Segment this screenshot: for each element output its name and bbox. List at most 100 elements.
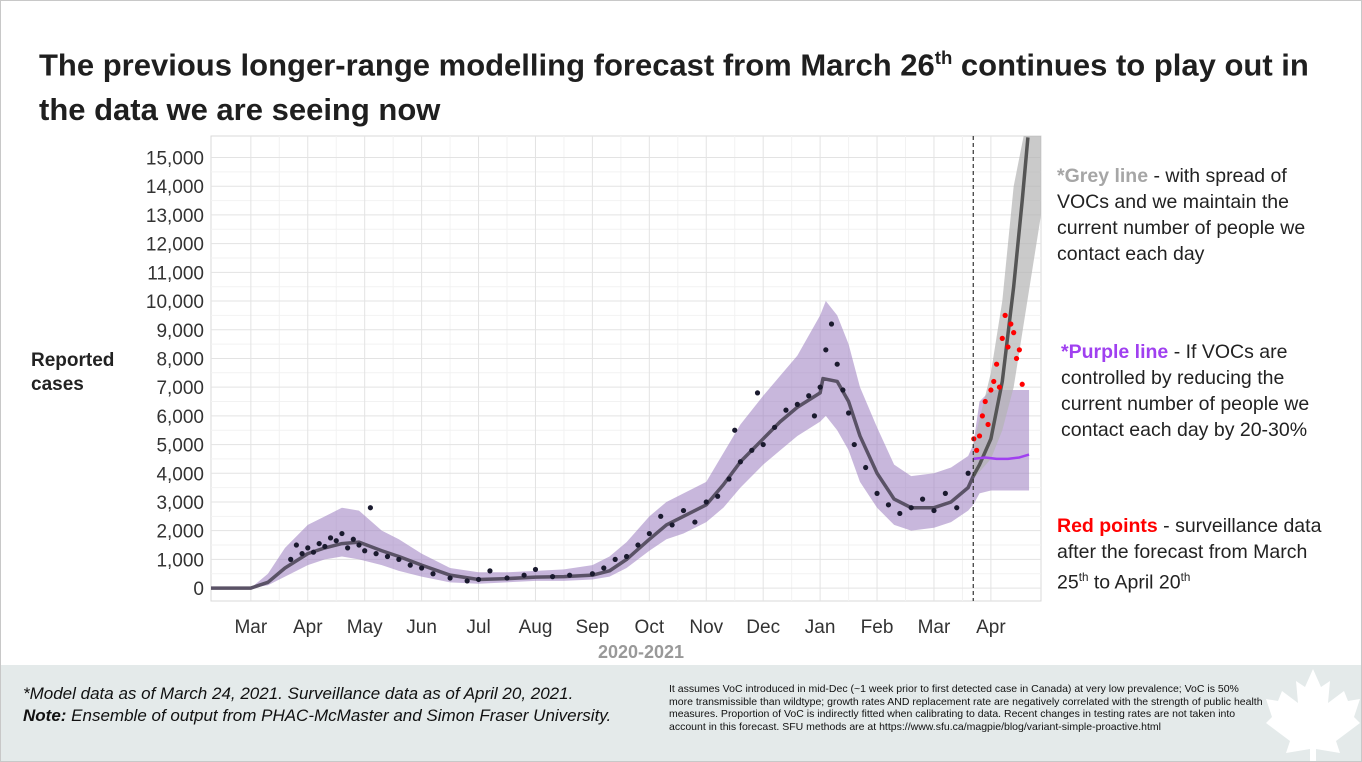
point	[692, 519, 698, 525]
point	[407, 562, 413, 568]
point	[362, 548, 368, 554]
point	[982, 398, 988, 405]
note-lead: Red points	[1057, 515, 1158, 537]
point	[305, 545, 311, 551]
point	[749, 447, 755, 453]
point	[976, 433, 983, 439]
point	[367, 505, 373, 511]
y-tick-label: 11,000	[147, 263, 204, 284]
point	[1005, 344, 1011, 350]
x-tick-label: Jan	[805, 617, 836, 638]
title-sup: th	[934, 47, 953, 68]
footer-text: *Model data as of March 24, 2021. Survei…	[23, 684, 574, 703]
title-text: The previous longer-range modelling fore…	[39, 47, 935, 83]
footer-mid: It assumes VoC introduced in mid-Dec (~1…	[669, 683, 1263, 733]
y-tick-label: 7,000	[156, 378, 204, 399]
point	[396, 556, 402, 562]
y-tick-label: 0	[193, 579, 204, 600]
x-axis-title: 2020-2021	[598, 642, 684, 662]
point	[612, 556, 618, 562]
note-text: - surveillance data after the forecast f…	[1057, 515, 1322, 594]
point	[373, 551, 379, 557]
y-tick-label: 8,000	[156, 349, 204, 370]
note-sup: th	[1078, 571, 1089, 584]
point	[419, 565, 425, 571]
x-tick-label: Mar	[234, 617, 267, 638]
y-tick-label: 13,000	[146, 206, 204, 227]
page-number: 10	[1313, 719, 1334, 740]
point	[999, 335, 1005, 341]
point	[1011, 330, 1017, 336]
point	[504, 575, 510, 581]
x-tick-label: Jul	[466, 617, 490, 638]
maple-leaf: 10	[1266, 669, 1360, 761]
point	[885, 502, 892, 508]
point	[783, 407, 789, 413]
point	[658, 513, 664, 519]
point	[954, 505, 960, 511]
point	[1019, 381, 1025, 387]
point	[993, 361, 1000, 367]
point	[737, 459, 744, 465]
line	[973, 453, 1030, 461]
point	[732, 427, 738, 433]
footer-left: *Model data as of March 24, 2021. Survei…	[23, 683, 663, 727]
point	[1002, 312, 1008, 318]
y-tick-label: 12,000	[146, 235, 204, 256]
y-tick-label: 4,000	[156, 464, 204, 485]
point	[979, 413, 985, 419]
note-lead: *Grey line	[1057, 165, 1149, 187]
point	[345, 545, 351, 551]
point	[288, 556, 294, 562]
x-tick-label: Oct	[635, 617, 665, 638]
point	[874, 490, 880, 496]
note: *Grey line - with spread of VOCs and we …	[1057, 163, 1327, 267]
point	[811, 413, 818, 419]
x-tick-label: Apr	[293, 617, 323, 638]
y-tick-label: 14,000	[146, 177, 204, 198]
point	[447, 575, 453, 581]
point	[754, 390, 761, 396]
point	[339, 530, 345, 537]
point	[680, 507, 687, 514]
point	[823, 347, 829, 353]
point	[771, 424, 778, 430]
line	[971, 137, 1030, 477]
point	[487, 568, 493, 574]
x-tick-label: Sep	[576, 617, 610, 638]
plot-layer	[211, 136, 1041, 590]
note-text: - If VOCs are controlled by reducing the…	[1061, 341, 1310, 441]
title-text: continues to play out in the data we are…	[39, 47, 1309, 128]
point	[549, 574, 556, 580]
x-tick-label: Nov	[689, 617, 723, 638]
point	[635, 542, 641, 548]
point	[863, 464, 869, 471]
y-tick-label: 1,000	[156, 550, 204, 571]
y-tick-label: 9,000	[156, 321, 204, 342]
point	[601, 565, 607, 571]
leaf-shape	[1266, 669, 1360, 761]
point	[567, 572, 573, 578]
note-text: - with spread of VOCs and we maintain th…	[1057, 165, 1306, 265]
point	[985, 421, 991, 428]
x-tick-label: Apr	[976, 617, 1006, 638]
y-axis-title: Reported cases	[31, 350, 115, 395]
point	[333, 538, 339, 544]
point	[316, 540, 322, 547]
point	[988, 387, 994, 393]
y-tick-label: 10,000	[146, 292, 204, 313]
note: *Purple line - If VOCs are controlled by…	[1061, 339, 1331, 443]
point	[1016, 347, 1022, 353]
point	[1013, 355, 1020, 362]
line	[211, 376, 975, 590]
note-sup: th	[1180, 571, 1191, 584]
y-tick-label: 3,000	[156, 493, 204, 514]
note-text: to April 20	[1088, 571, 1181, 594]
note: Red points - surveillance data after the…	[1057, 513, 1327, 596]
footer-text: Ensemble of output from PHAC-McMaster an…	[66, 706, 612, 725]
point	[475, 576, 482, 583]
point	[327, 535, 334, 541]
point	[828, 321, 835, 327]
x-tick-label: Feb	[861, 617, 894, 638]
